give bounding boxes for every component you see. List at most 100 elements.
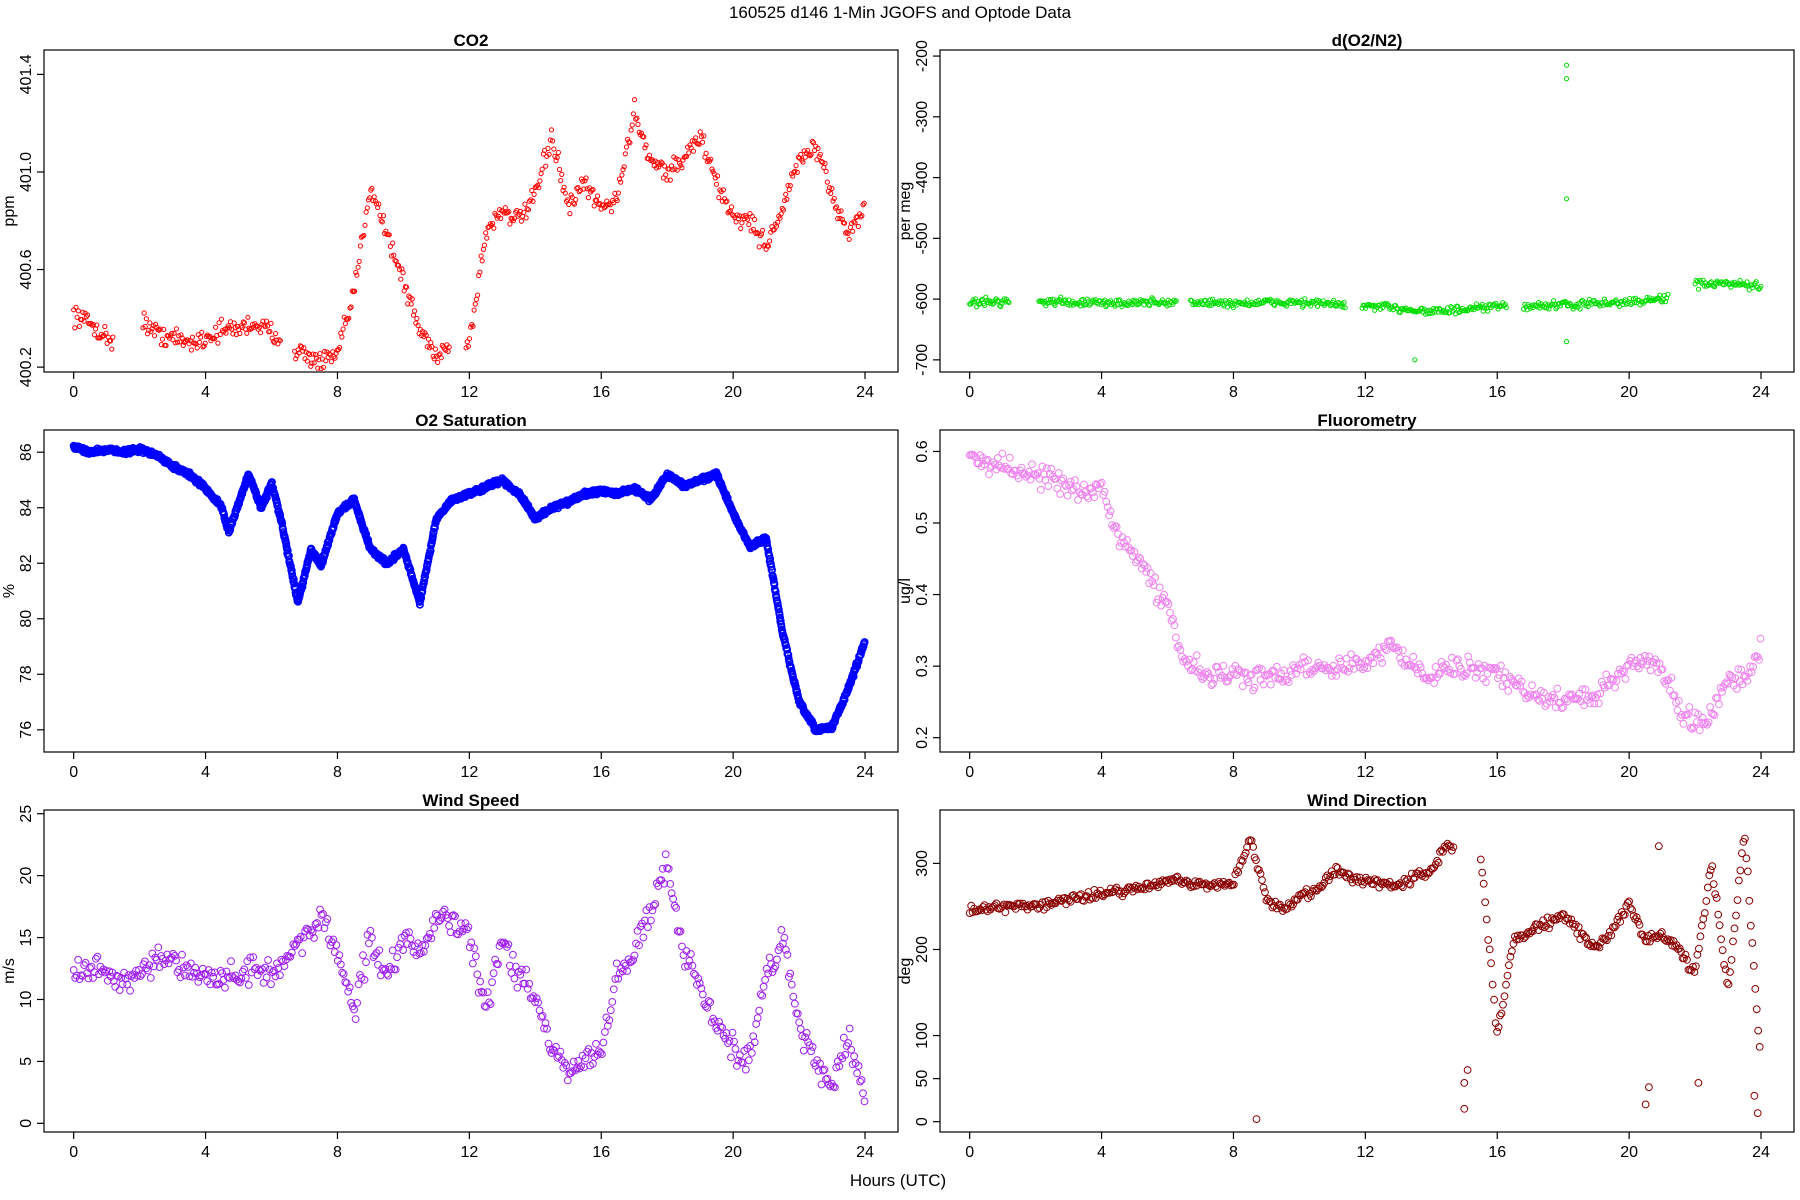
- wspd-point: [777, 926, 786, 934]
- co2-point: [822, 160, 828, 166]
- wspd-point: [606, 1006, 615, 1015]
- co2-point: [627, 140, 633, 146]
- co2-point: [686, 150, 692, 156]
- co2-point: [472, 301, 478, 307]
- wspd-point: [704, 997, 713, 1005]
- wdir-point: [1261, 888, 1269, 897]
- fluor-point: [1399, 646, 1407, 655]
- co2-point: [567, 211, 573, 217]
- co2-point: [442, 346, 448, 352]
- do2n2-point: [1159, 297, 1166, 303]
- wspd-point: [765, 953, 774, 962]
- co2-point: [412, 308, 418, 314]
- wspd-point: [661, 850, 670, 859]
- co2-point: [689, 138, 695, 144]
- do2n2-point: [1341, 299, 1347, 305]
- co2-point: [701, 133, 707, 139]
- co2-point: [783, 191, 789, 197]
- fluor-point: [1068, 486, 1076, 495]
- co2-point: [172, 340, 178, 346]
- do2n2-point: [1113, 297, 1119, 303]
- wspd-point: [669, 894, 677, 903]
- co2-point: [346, 315, 352, 321]
- wspd-point: [236, 978, 244, 987]
- wdir-point: [1580, 932, 1589, 941]
- fluor-point: [1106, 507, 1115, 516]
- wspd-point: [345, 983, 354, 992]
- wspd-point: [651, 900, 660, 908]
- co2-point: [410, 312, 417, 318]
- wdir-point: [1419, 869, 1428, 878]
- fluor-point: [1540, 688, 1548, 697]
- wspd-point: [172, 956, 181, 965]
- fluor-point: [1428, 673, 1437, 682]
- wspd-point: [853, 1069, 861, 1078]
- co2-point: [678, 162, 684, 168]
- co2-point: [73, 304, 79, 310]
- fluor-point: [1083, 492, 1091, 501]
- co2-point: [778, 211, 784, 217]
- wspd-point: [145, 961, 154, 970]
- do2n2-point: [1577, 306, 1583, 312]
- fluor-point: [985, 470, 993, 479]
- fluor-title: Fluorometry: [1317, 411, 1417, 430]
- co2-point: [103, 330, 109, 336]
- wspd-point: [313, 919, 321, 927]
- wspd-point: [190, 968, 198, 977]
- o2sat-points: [69, 441, 869, 736]
- wspd-point: [238, 967, 247, 976]
- wspd-point: [181, 971, 189, 980]
- fluor-ytick-label: 0.2: [914, 726, 931, 748]
- co2-point: [823, 168, 829, 174]
- co2-point: [80, 309, 86, 315]
- wspd-xtick-label: 16: [592, 1144, 610, 1161]
- wspd-point: [307, 926, 316, 934]
- wspd-point: [510, 974, 519, 983]
- co2-point: [745, 216, 751, 222]
- wspd-xtick-label: 12: [460, 1144, 478, 1161]
- wspd-point: [620, 959, 629, 968]
- do2n2-point: [1600, 302, 1606, 308]
- wspd-point: [138, 970, 146, 978]
- co2-point: [531, 191, 537, 197]
- wspd-point: [802, 1029, 811, 1037]
- do2n2-outlier-point: [1563, 76, 1570, 82]
- do2n2-point: [1448, 304, 1454, 310]
- wspd-point: [100, 968, 109, 977]
- co2-point: [548, 127, 555, 133]
- do2n2-ytick-label: -500: [914, 222, 931, 254]
- co2-ytick-label: 401.0: [18, 152, 35, 192]
- wdir-point: [1449, 843, 1458, 851]
- wspd-point: [831, 1083, 839, 1092]
- wspd-points: [69, 850, 869, 1106]
- wspd-point: [80, 961, 88, 969]
- wspd-point: [694, 974, 703, 983]
- co2-point: [576, 189, 582, 195]
- wspd-point: [517, 965, 526, 974]
- do2n2-point: [1198, 298, 1204, 304]
- do2n2-point: [1758, 283, 1764, 289]
- fluor-point: [1088, 488, 1097, 497]
- co2-point: [471, 307, 477, 313]
- fluor-point: [1445, 665, 1453, 674]
- co2-point: [716, 195, 722, 201]
- fluor-point: [1247, 670, 1256, 679]
- co2-point: [268, 320, 274, 326]
- co2-point: [720, 187, 727, 193]
- do2n2-points: [967, 62, 1764, 363]
- wspd-xtick-label: 24: [856, 1144, 874, 1161]
- wspd-point: [841, 1051, 850, 1059]
- fluor-point: [1207, 681, 1216, 689]
- wspd-point: [359, 951, 367, 960]
- fluor-point: [1498, 682, 1507, 690]
- wdir-point: [1632, 913, 1641, 922]
- co2-point: [340, 326, 346, 332]
- fluor-point: [1581, 685, 1590, 694]
- o2sat-xtick-label: 12: [460, 764, 478, 781]
- fluor-point: [1728, 673, 1737, 682]
- fluor-point: [1130, 548, 1139, 556]
- co2-point: [800, 159, 806, 165]
- wspd-point: [569, 1057, 578, 1066]
- co2-point: [388, 253, 395, 259]
- co2-point: [615, 190, 622, 196]
